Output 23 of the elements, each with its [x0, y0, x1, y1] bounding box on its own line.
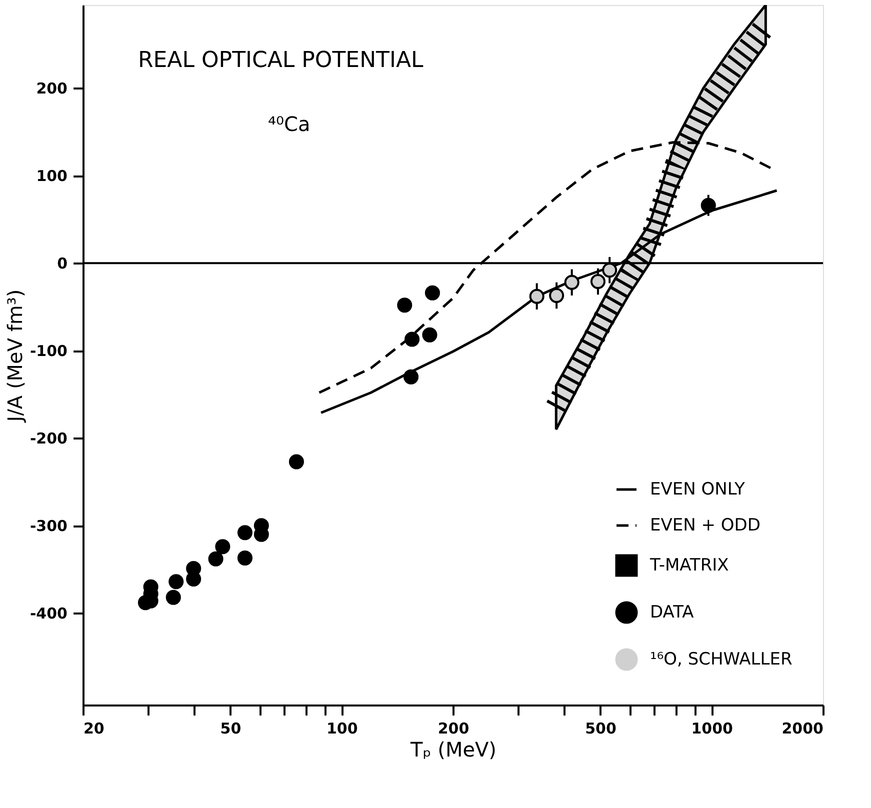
- y-tick-label: 200: [36, 80, 68, 98]
- y-tick-label: -300: [30, 517, 68, 536]
- y-tick-label: -200: [30, 430, 68, 448]
- legend-label: EVEN + ODD: [650, 516, 760, 536]
- x-axis-title: Tₚ (MeV): [410, 738, 496, 762]
- y-tick-label: 100: [36, 167, 68, 186]
- legend-label: EVEN ONLY: [650, 480, 746, 500]
- x-tick-label: 500: [585, 720, 616, 738]
- legend-label: T-MATRIX: [649, 556, 730, 576]
- x-tick-label: 2000: [782, 720, 824, 738]
- annotation: ⁴⁰Ca: [268, 112, 310, 136]
- x-tick-label: 1000: [691, 720, 733, 738]
- legend-label: DATA: [650, 602, 694, 622]
- y-tick-label: -400: [30, 604, 68, 623]
- x-tick-label: 200: [438, 720, 470, 738]
- y-axis-title: J/A (MeV fm³): [2, 289, 27, 424]
- y-tick-label: 0: [57, 254, 68, 273]
- text: REAL OPTICAL POTENTIAL: [138, 48, 424, 73]
- x-tick-label: 100: [326, 720, 358, 738]
- x-tick-label: 20: [84, 720, 104, 738]
- x-tick-label: 50: [220, 720, 242, 738]
- legend-label: ¹⁶O, SCHWALLER: [650, 650, 792, 670]
- y-tick-label: -100: [30, 342, 68, 360]
